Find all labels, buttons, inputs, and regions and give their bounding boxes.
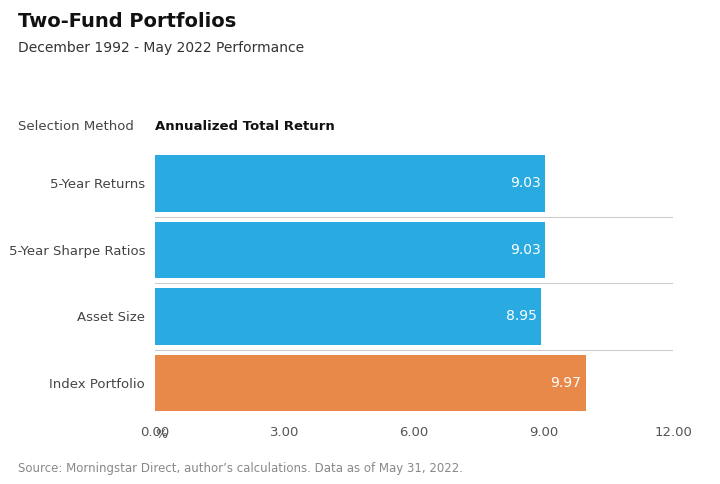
Text: Selection Method: Selection Method (18, 120, 134, 133)
Bar (155, 355, 585, 411)
Text: Source: Morningstar Direct, author’s calculations. Data as of May 31, 2022.: Source: Morningstar Direct, author’s cal… (18, 462, 463, 475)
Bar (155, 288, 541, 345)
Text: 9.03: 9.03 (510, 176, 541, 190)
Text: 9.03: 9.03 (510, 243, 541, 257)
Text: December 1992 - May 2022 Performance: December 1992 - May 2022 Performance (18, 41, 304, 55)
Text: 9.97: 9.97 (550, 376, 581, 390)
Bar (155, 155, 545, 212)
Text: %: % (155, 428, 167, 441)
Bar (155, 222, 545, 278)
Text: Two-Fund Portfolios: Two-Fund Portfolios (18, 12, 236, 31)
Text: 8.95: 8.95 (506, 309, 537, 323)
Text: Annualized Total Return: Annualized Total Return (155, 120, 335, 133)
